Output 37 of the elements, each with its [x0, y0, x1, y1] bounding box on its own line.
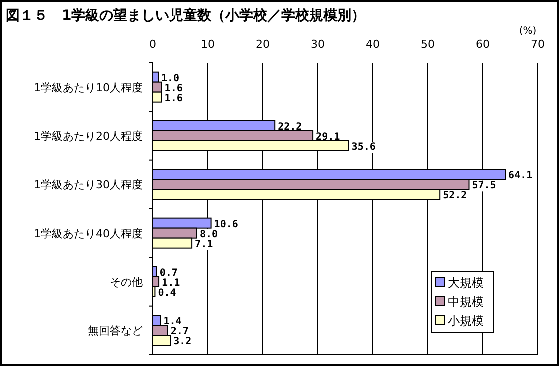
data-label: 8.0 [200, 229, 218, 240]
data-label: 0.7 [160, 268, 178, 279]
data-label: 1.4 [164, 316, 182, 328]
data-label: 7.1 [195, 239, 214, 250]
data-label: 35.6 [352, 142, 376, 153]
data-label: 57.5 [472, 180, 496, 192]
data-label: 0.4 [158, 288, 176, 299]
x-tick-label: 0 [150, 38, 156, 51]
data-label: 22.2 [278, 122, 302, 133]
x-axis-title: (%) [519, 26, 537, 37]
y-tick-label: 1学級あたり40人程度 [34, 227, 143, 240]
data-label: 64.1 [508, 170, 533, 182]
x-tick-label: 20 [256, 38, 270, 51]
data-label: 2.7 [170, 326, 189, 338]
data-label: 29.1 [316, 132, 340, 143]
y-tick-label: 1学級あたり20人程度 [34, 130, 143, 143]
data-label: 1.6 [164, 93, 183, 104]
x-tick-label: 50 [421, 38, 435, 51]
x-tick-label: 40 [366, 38, 380, 51]
data-label: 1.1 [162, 278, 180, 289]
y-tick-label: 1学級あたり10人程度 [34, 81, 143, 94]
data-label: 1.6 [164, 83, 183, 94]
data-label: 1.0 [162, 73, 180, 84]
data-label: 10.6 [214, 219, 238, 230]
chart-title: 図１５ 1学級の望ましい児童数（小学校／学校規模別） [6, 7, 366, 24]
legend-label: 大規模 [448, 276, 484, 290]
x-tick-label: 60 [476, 38, 490, 51]
legend-label: 中規模 [448, 295, 484, 309]
data-label: 52.2 [443, 190, 468, 202]
x-tick-label: 30 [311, 38, 325, 51]
x-tick-label: 70 [531, 38, 545, 51]
y-tick-label: 無回答など [88, 324, 143, 338]
legend-label: 小規模 [448, 314, 484, 328]
x-tick-label: 10 [201, 38, 215, 51]
y-tick-label: 1学級あたり30人程度 [34, 178, 143, 192]
data-label: 3.2 [174, 336, 192, 348]
y-tick-label: その他 [110, 276, 143, 289]
